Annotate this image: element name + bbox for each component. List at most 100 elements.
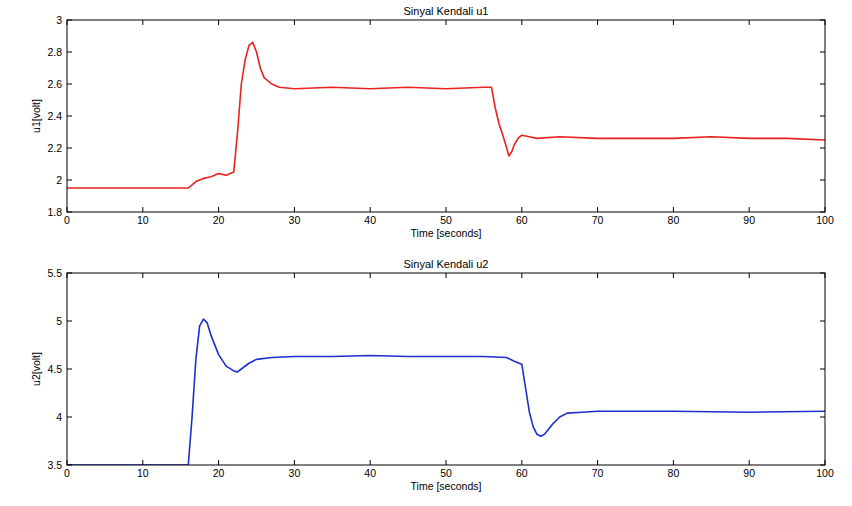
tick bbox=[825, 207, 826, 212]
y-tick-label: 1.8 bbox=[47, 206, 62, 218]
x-tick-label: 90 bbox=[743, 467, 755, 479]
tick bbox=[749, 20, 750, 25]
y-tick-label: 2 bbox=[56, 174, 62, 186]
tick bbox=[749, 460, 750, 465]
tick bbox=[67, 52, 72, 53]
x-tick-label: 30 bbox=[289, 214, 301, 226]
tick bbox=[597, 207, 598, 212]
tick bbox=[597, 273, 598, 278]
tick bbox=[67, 20, 68, 25]
tick bbox=[67, 273, 72, 274]
x-tick-label: 100 bbox=[816, 214, 834, 226]
x-tick-label: 100 bbox=[816, 467, 834, 479]
tick bbox=[142, 207, 143, 212]
x-tick-label: 60 bbox=[516, 467, 528, 479]
tick bbox=[446, 460, 447, 465]
tick bbox=[294, 20, 295, 25]
tick bbox=[142, 460, 143, 465]
tick bbox=[67, 321, 72, 322]
x-tick-label: 80 bbox=[668, 467, 680, 479]
y-tick-label: 3 bbox=[56, 14, 62, 26]
x-tick-label: 0 bbox=[64, 214, 70, 226]
tick bbox=[521, 20, 522, 25]
tick bbox=[67, 148, 72, 149]
plot-area bbox=[67, 20, 825, 212]
tick bbox=[820, 417, 825, 418]
y-axis-title: u1[volt] bbox=[30, 99, 42, 133]
tick bbox=[521, 207, 522, 212]
tick bbox=[142, 20, 143, 25]
y-tick-label: 2.2 bbox=[47, 142, 62, 154]
x-tick-label: 20 bbox=[213, 214, 225, 226]
tick bbox=[294, 207, 295, 212]
data-group bbox=[67, 319, 825, 465]
x-tick-label: 90 bbox=[743, 214, 755, 226]
x-tick-label: 40 bbox=[364, 214, 376, 226]
tick bbox=[820, 84, 825, 85]
y-tick-label: 2.8 bbox=[47, 46, 62, 58]
tick bbox=[825, 460, 826, 465]
data-line bbox=[67, 319, 825, 465]
x-tick-label: 40 bbox=[364, 467, 376, 479]
y-tick-label: 3.5 bbox=[47, 459, 62, 471]
x-tick-label: 60 bbox=[516, 214, 528, 226]
tick bbox=[521, 273, 522, 278]
tick bbox=[67, 273, 68, 278]
x-tick-label: 70 bbox=[592, 467, 604, 479]
tick bbox=[370, 207, 371, 212]
tick bbox=[673, 273, 674, 278]
tick bbox=[370, 460, 371, 465]
data-group bbox=[67, 42, 825, 188]
y-tick-label: 5 bbox=[56, 315, 62, 327]
tick bbox=[820, 180, 825, 181]
tick bbox=[67, 116, 72, 117]
y-tick-label: 4.5 bbox=[47, 363, 62, 375]
tick bbox=[825, 20, 826, 25]
x-tick-label: 70 bbox=[592, 214, 604, 226]
x-tick-label: 50 bbox=[440, 214, 452, 226]
tick bbox=[67, 84, 72, 85]
tick bbox=[820, 212, 825, 213]
data-line bbox=[67, 42, 825, 188]
y-tick-label: 5.5 bbox=[47, 267, 62, 279]
tick bbox=[820, 20, 825, 21]
y-tick-label: 2.6 bbox=[47, 78, 62, 90]
tick bbox=[820, 116, 825, 117]
x-tick-label: 30 bbox=[289, 467, 301, 479]
chart-title: Sinyal Kendali u2 bbox=[403, 258, 488, 270]
tick bbox=[820, 148, 825, 149]
y-tick-label: 4 bbox=[56, 411, 62, 423]
tick bbox=[67, 465, 72, 466]
x-tick-label: 0 bbox=[64, 467, 70, 479]
tick bbox=[820, 465, 825, 466]
tick bbox=[673, 460, 674, 465]
x-tick-label: 10 bbox=[137, 467, 149, 479]
tick bbox=[521, 460, 522, 465]
tick bbox=[67, 417, 72, 418]
tick bbox=[218, 460, 219, 465]
tick bbox=[749, 273, 750, 278]
x-tick-label: 10 bbox=[137, 214, 149, 226]
x-axis-title: Time [seconds] bbox=[411, 480, 482, 492]
tick bbox=[597, 460, 598, 465]
tick bbox=[218, 207, 219, 212]
tick bbox=[370, 273, 371, 278]
panel: 01020304050607080901001.822.22.42.62.83S… bbox=[30, 5, 834, 239]
tick bbox=[142, 273, 143, 278]
y-axis-title: u2[volt] bbox=[30, 352, 42, 386]
tick bbox=[218, 20, 219, 25]
tick bbox=[67, 207, 68, 212]
tick bbox=[294, 460, 295, 465]
tick bbox=[820, 321, 825, 322]
tick bbox=[446, 273, 447, 278]
tick bbox=[67, 369, 72, 370]
chart-title: Sinyal Kendali u1 bbox=[403, 5, 488, 17]
tick bbox=[67, 460, 68, 465]
tick bbox=[820, 52, 825, 53]
x-tick-label: 80 bbox=[668, 214, 680, 226]
tick bbox=[446, 20, 447, 25]
x-tick-label: 20 bbox=[213, 467, 225, 479]
tick bbox=[294, 273, 295, 278]
figure: 01020304050607080901001.822.22.42.62.83S… bbox=[0, 0, 852, 506]
tick bbox=[749, 207, 750, 212]
